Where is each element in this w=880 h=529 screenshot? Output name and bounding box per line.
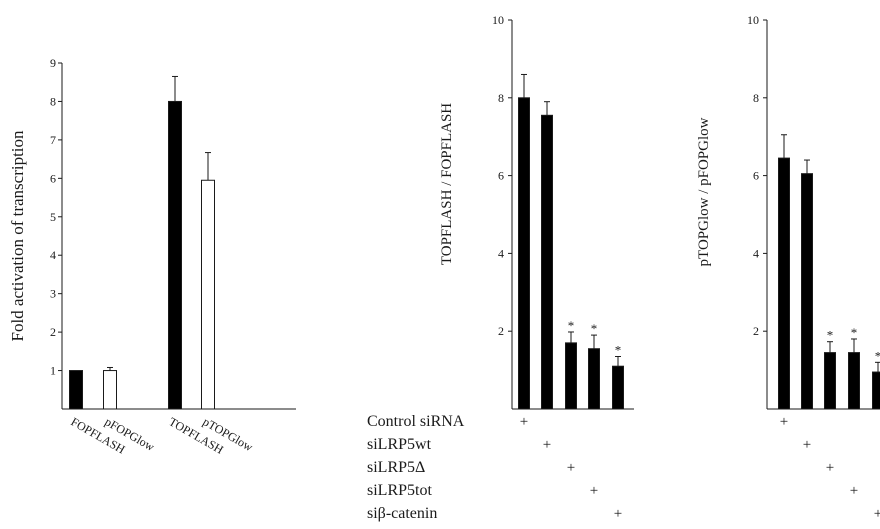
panel-c-y-axis-label: pTOPGlow / pFOPGlow — [696, 117, 712, 266]
panel-a-y-tick-label: 3 — [50, 287, 56, 301]
treatment-row-label: siLRP5wt — [367, 436, 432, 453]
panel-c-significance-asterisk: * — [827, 328, 834, 343]
panel-c-y-tick-label: 2 — [753, 324, 759, 338]
panel-b-plus-sign: + — [614, 506, 622, 522]
panel-c-bar — [848, 352, 860, 410]
panel-a-y-tick-label: 9 — [50, 56, 56, 70]
panel-b-plus-sign: + — [543, 437, 551, 453]
panel-b-bar — [541, 114, 553, 410]
panel-c-y-ticks: 2 4 6 8 10 — [747, 13, 767, 338]
panel-c-plus-sign: + — [803, 437, 811, 453]
panel-c-bar — [801, 173, 813, 410]
treatment-row-label: siLRP5tot — [367, 482, 432, 499]
panel-b-topflash-chart: 2 4 6 8 10 TOPFLASH / FOPFLASH * * * — [439, 13, 634, 410]
panel-a-bar — [69, 370, 83, 410]
panel-b-y-tick-label: 4 — [498, 246, 504, 260]
panel-c-plus-sign: + — [780, 414, 788, 430]
panel-c-bars: * * * — [778, 134, 880, 410]
treatment-plus-signs: + + + + + + + + + + — [520, 414, 880, 522]
treatment-table: Control siRNA siLRP5wt siLRP5Δ siLRP5tot… — [367, 413, 880, 522]
panel-b-y-ticks: 2 4 6 8 10 — [492, 13, 512, 338]
panel-c-y-tick-label: 10 — [747, 13, 759, 27]
panel-b-bar — [518, 97, 530, 410]
panel-a-y-tick-label: 6 — [50, 171, 56, 185]
panel-a-fold-activation-chart: 1 2 3 4 5 6 7 8 9 Fold activation of transcripti… — [8, 56, 296, 457]
panel-a-bars — [69, 75, 215, 410]
panel-b-significance-asterisk: * — [615, 342, 622, 357]
panel-b-significance-asterisk: * — [568, 318, 575, 333]
panel-c-plus-sign: + — [850, 483, 858, 499]
panel-b-bar — [612, 365, 624, 410]
panel-c-y-tick-label: 8 — [753, 91, 759, 105]
panel-a-y-tick-label: 5 — [50, 210, 56, 224]
panel-a-y-tick-label: 7 — [50, 133, 56, 147]
panel-c-bar — [824, 352, 836, 410]
panel-c-significance-asterisk: * — [875, 348, 880, 363]
treatment-row-label: siLRP5Δ — [367, 459, 425, 476]
panel-c-y-tick-label: 4 — [753, 246, 759, 260]
panel-b-bars: * * * — [518, 73, 624, 410]
panel-b-y-tick-label: 6 — [498, 169, 504, 183]
panel-b-plus-sign: + — [567, 460, 575, 476]
panel-b-y-tick-label: 10 — [492, 13, 504, 27]
panel-b-bar — [565, 342, 577, 410]
treatment-row-label: siβ-catenin — [367, 505, 437, 522]
panel-c-significance-asterisk: * — [851, 325, 858, 340]
panel-b-significance-asterisk: * — [591, 321, 598, 336]
panel-c-y-tick-label: 6 — [753, 169, 759, 183]
panel-c-plus-sign: + — [874, 506, 880, 522]
panel-a-bar — [103, 370, 117, 410]
treatment-row-label: Control siRNA — [367, 413, 465, 430]
panel-b-plus-sign: + — [520, 414, 528, 430]
panel-b-y-tick-label: 8 — [498, 91, 504, 105]
panel-b-plus-sign: + — [590, 483, 598, 499]
panel-a-bar — [168, 100, 182, 410]
panel-a-y-axis-label: Fold activation of transcription — [8, 130, 27, 342]
panel-a-y-axis: 1 2 3 4 5 6 7 8 9 — [50, 56, 63, 409]
panel-a-y-ticks: 1 2 3 4 5 6 7 8 9 — [50, 56, 62, 378]
panel-c-ptopglow-chart: 2 4 6 8 10 pTOPGlow / pFOPGlow * * * — [696, 13, 880, 410]
panel-a-bar — [201, 179, 215, 410]
panel-b-y-tick-label: 2 — [498, 324, 504, 338]
panel-c-bar — [778, 157, 790, 410]
panel-a-y-tick-label: 4 — [50, 248, 56, 262]
panel-a-y-tick-label: 8 — [50, 94, 56, 108]
panel-a-y-tick-label: 1 — [50, 364, 56, 378]
panel-b-y-axis-label: TOPFLASH / FOPFLASH — [439, 103, 455, 265]
panel-a-y-tick-label: 2 — [50, 325, 56, 339]
panel-b-bar — [588, 348, 600, 410]
panel-c-plus-sign: + — [826, 460, 834, 476]
panel-c-bar — [872, 371, 880, 410]
